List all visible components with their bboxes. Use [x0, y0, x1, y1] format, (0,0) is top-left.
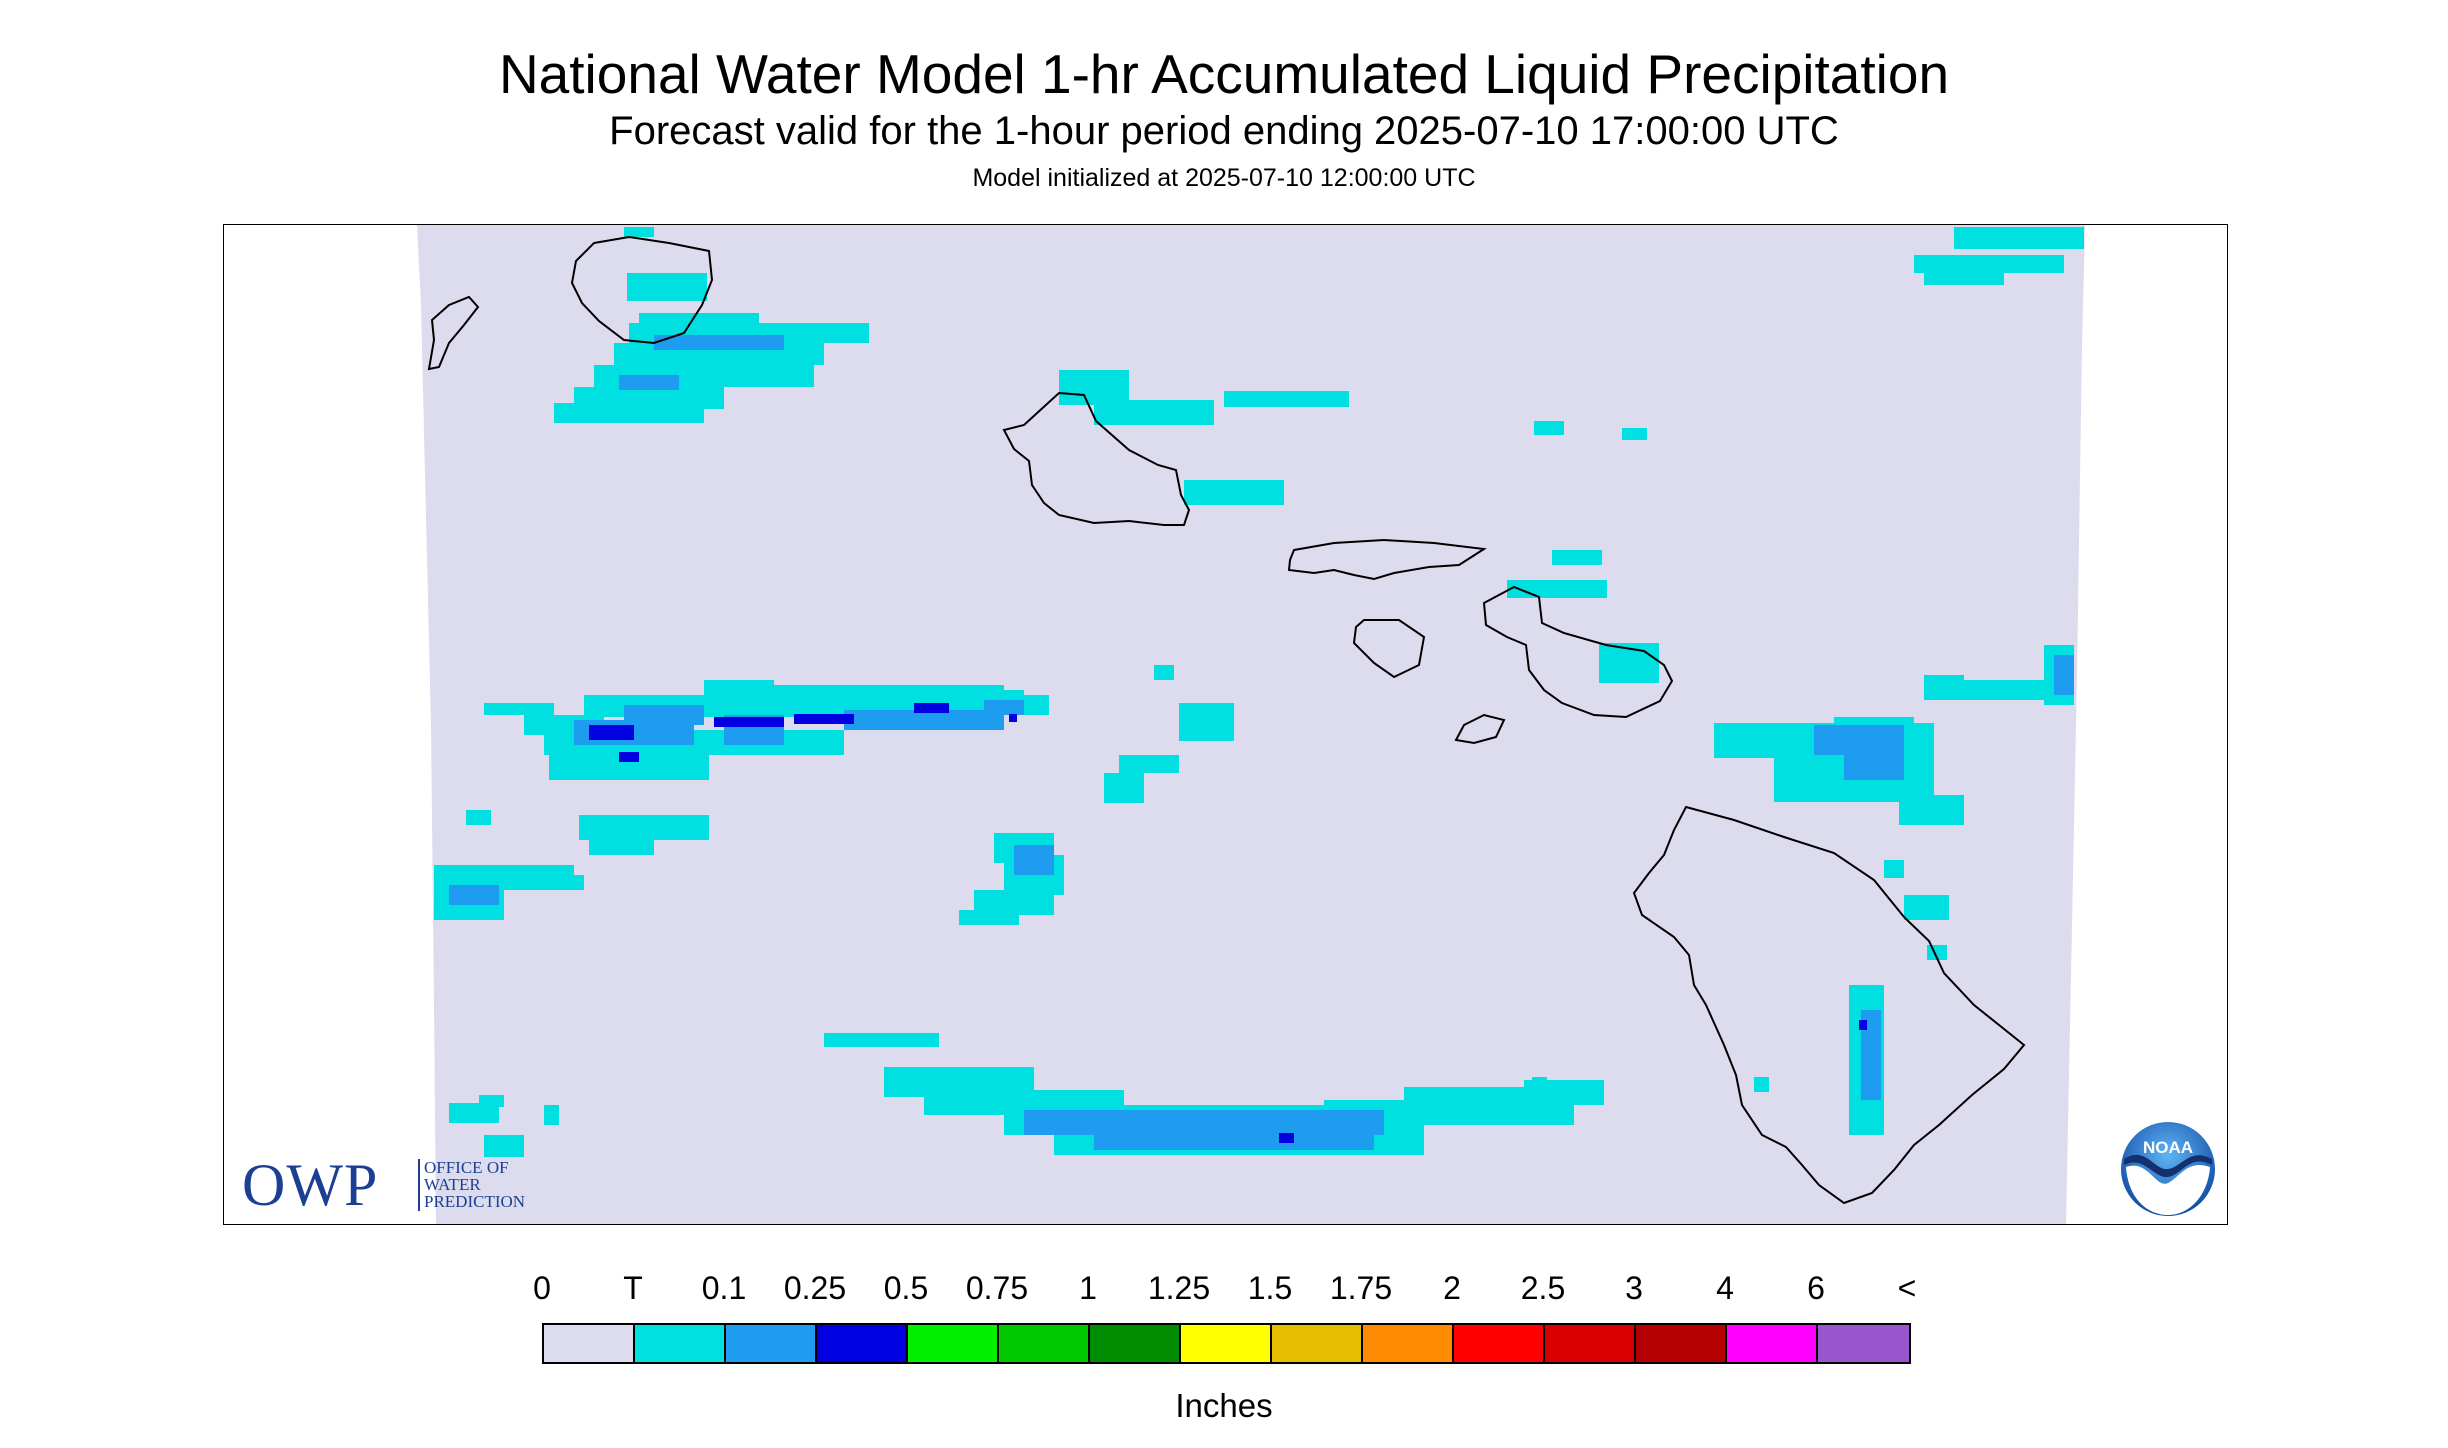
model-init-time: Model initialized at 2025-07-10 12:00:00…	[972, 164, 1476, 192]
legend-tick-label: 0.75	[965, 1270, 1029, 1306]
legend-tick-label: 1.25	[1147, 1270, 1211, 1306]
legend-swatch	[726, 1325, 817, 1362]
legend-tick-label: 4	[1716, 1270, 1734, 1306]
legend-tick-label: 3	[1625, 1270, 1643, 1306]
legend-tick-label: 2	[1443, 1270, 1461, 1306]
legend-tick-label: 0.5	[883, 1270, 929, 1306]
legend-tick-label: T	[623, 1270, 643, 1306]
legend-swatch	[544, 1325, 635, 1362]
legend-swatch	[1090, 1325, 1181, 1362]
legend-swatch	[908, 1325, 999, 1362]
precip-light-areas	[449, 335, 2074, 1150]
model-domain-area	[417, 225, 2085, 1224]
legend-swatch	[1454, 1325, 1545, 1362]
noaa-logo-text: NOAA	[2143, 1138, 2193, 1157]
legend-swatch	[817, 1325, 908, 1362]
coastlines	[427, 235, 2026, 1205]
legend-units-label: Inches	[1175, 1387, 1273, 1424]
owp-logo-separator	[418, 1159, 420, 1211]
owp-logo-line3: PREDICTION	[424, 1192, 526, 1211]
legend-swatch	[635, 1325, 726, 1362]
legend-swatch	[999, 1325, 1090, 1362]
legend-swatch	[1636, 1325, 1727, 1362]
legend-tick-label: 1.75	[1329, 1270, 1393, 1306]
legend-tick-label: 1.5	[1247, 1270, 1293, 1306]
precip-moderate-areas	[589, 703, 1867, 1143]
map-subtitle: Forecast valid for the 1-hour period end…	[609, 109, 1839, 153]
owp-logo-line1: OFFICE OF	[424, 1158, 509, 1177]
map-canvas	[417, 225, 2085, 1224]
legend-tick-label: 0.25	[783, 1270, 847, 1306]
noaa-logo: NOAA	[2119, 1120, 2217, 1218]
owp-logo-line2: WATER	[424, 1175, 481, 1194]
color-legend-bar	[542, 1323, 1911, 1364]
legend-swatch	[1818, 1325, 1909, 1362]
legend-swatch	[1363, 1325, 1454, 1362]
legend-swatch	[1545, 1325, 1636, 1362]
owp-logo-letters: OWP	[242, 1152, 379, 1218]
legend-swatch	[1181, 1325, 1272, 1362]
precipitation-map: OWP OFFICE OF WATER PREDICTION NOAA	[223, 224, 2228, 1225]
legend-tick-label: 2.5	[1520, 1270, 1566, 1306]
legend-tick-label: 6	[1807, 1270, 1825, 1306]
legend-swatch	[1272, 1325, 1363, 1362]
legend-tick-label: 0	[533, 1270, 551, 1306]
legend-tick-label: 1	[1079, 1270, 1097, 1306]
legend-tick-label: 0.1	[701, 1270, 747, 1306]
legend-tick-label: <	[1897, 1270, 1917, 1306]
legend-swatch	[1727, 1325, 1818, 1362]
map-title: National Water Model 1-hr Accumulated Li…	[498, 43, 1950, 105]
